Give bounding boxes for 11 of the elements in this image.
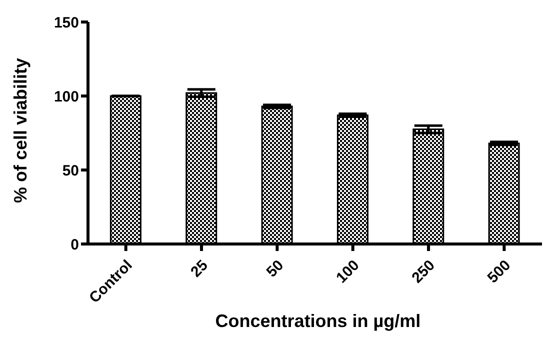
x-axis-title: Concentrations in µg/ml [214, 311, 422, 332]
y-tick-label: 150 [54, 14, 79, 32]
y-tick-label: 0 [70, 236, 79, 254]
x-tick-label: 500 [484, 256, 514, 287]
x-tick-label: 250 [408, 256, 438, 287]
y-tick-label: 100 [54, 88, 79, 106]
x-tick-label: 50 [263, 256, 288, 281]
y-axis-title: % of cell viability [10, 58, 30, 203]
x-tick-label: 100 [333, 256, 363, 287]
x-tick-label: 25 [188, 256, 212, 281]
y-tick-label: 50 [62, 162, 79, 180]
